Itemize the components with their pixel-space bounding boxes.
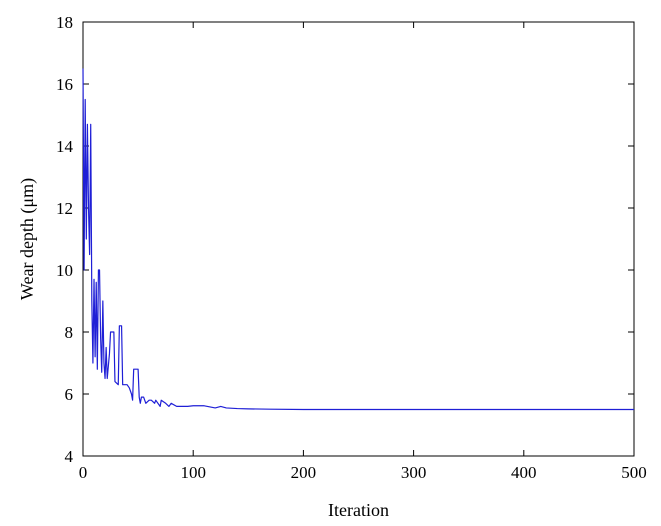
y-tick-label: 8 [65,323,74,342]
y-tick-label: 16 [56,75,73,94]
x-tick-label: 300 [401,463,427,482]
axis-ticks [82,21,635,457]
x-tick-label: 100 [180,463,206,482]
x-tick-labels: 0 100 200 300 400 500 [79,463,647,482]
y-axis-title: Wear depth (μm) [17,178,38,300]
y-tick-label: 6 [65,385,74,404]
x-tick-label: 500 [621,463,647,482]
x-tick-label: 400 [511,463,537,482]
plot-frame [82,21,635,457]
x-axis-title: Iteration [328,500,389,520]
y-tick-label: 12 [56,199,73,218]
y-tick-label: 4 [65,447,74,466]
y-tick-label: 14 [56,137,74,156]
x-tick-label: 200 [291,463,317,482]
series-line [82,68,634,411]
y-tick-label: 18 [56,13,73,32]
y-tick-labels: 4 6 8 10 12 14 16 18 [56,13,74,466]
x-tick-label: 0 [79,463,88,482]
y-tick-label: 10 [56,261,73,280]
